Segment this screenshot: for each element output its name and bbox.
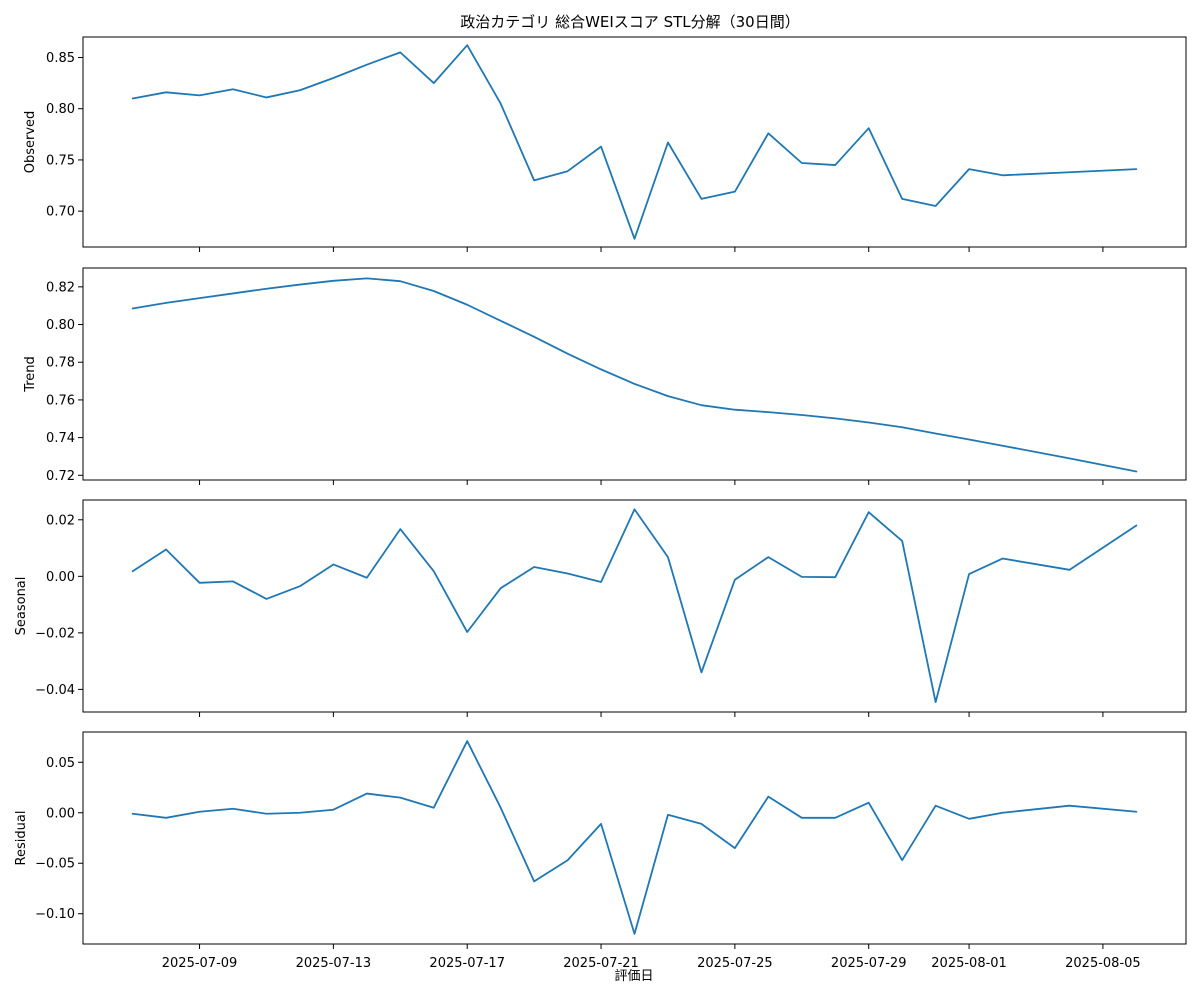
y-tick-label-observed: 0.85 — [46, 51, 75, 66]
panels: 0.70 0.75 0.80 0.85 Observed 0.72 0.74 0.76 0.78… — [14, 36, 1187, 971]
x-tick-label: 2025-07-13 — [296, 956, 372, 971]
y-tick-label-trend: 0.72 — [46, 469, 75, 484]
y-tick-label-seasonal: 0.02 — [46, 513, 75, 528]
y-tick-label-seasonal: −0.04 — [35, 683, 75, 698]
y-axis-label-residual: Residual — [14, 811, 29, 866]
series-line-residual — [131, 740, 1138, 935]
y-tick-label-trend: 0.80 — [46, 318, 75, 333]
panel-trend: 0.72 0.74 0.76 0.78 0.80 0.82 Trend — [23, 267, 1187, 485]
panel-frame-residual — [82, 731, 1187, 945]
series-line-seasonal — [131, 508, 1138, 704]
series-line-trend — [131, 277, 1138, 473]
x-tick-label: 2025-07-21 — [563, 956, 639, 971]
y-tick-label-residual: −0.10 — [35, 907, 75, 922]
y-axis-label-trend: Trend — [23, 356, 38, 393]
x-tick-label: 2025-07-09 — [162, 956, 238, 971]
y-tick-label-trend: 0.82 — [46, 280, 75, 295]
panel-seasonal: −0.04 −0.02 0.00 0.02 Seasonal — [14, 499, 1187, 717]
x-tick-label: 2025-07-25 — [697, 956, 773, 971]
panel-frame-observed — [82, 36, 1187, 248]
y-tick-label-trend: 0.76 — [46, 393, 75, 408]
x-tick-label: 2025-08-05 — [1065, 956, 1141, 971]
y-tick-label-residual: −0.05 — [35, 857, 75, 872]
y-tick-label-trend: 0.74 — [46, 431, 75, 446]
y-tick-label-observed: 0.75 — [46, 153, 75, 168]
y-tick-label-trend: 0.78 — [46, 356, 75, 371]
y-tick-label-seasonal: −0.02 — [35, 626, 75, 641]
panel-observed: 0.70 0.75 0.80 0.85 Observed — [23, 36, 1187, 252]
panel-frame-seasonal — [82, 499, 1187, 713]
x-tick-label: 2025-07-29 — [831, 956, 907, 971]
x-tick-label: 2025-08-01 — [931, 956, 1007, 971]
y-tick-label-observed: 0.70 — [46, 205, 75, 220]
series-line-observed — [131, 44, 1138, 240]
y-axis-label-seasonal: Seasonal — [14, 577, 29, 636]
panel-residual: −0.10 −0.05 0.00 0.05 Residual 2025-07-09 2025… — [14, 731, 1187, 971]
panel-frame-trend — [82, 267, 1187, 481]
y-tick-label-seasonal: 0.00 — [46, 570, 75, 585]
y-tick-label-residual: 0.00 — [46, 806, 75, 821]
y-tick-label-residual: 0.05 — [46, 756, 75, 771]
x-tick-label: 2025-07-17 — [429, 956, 505, 971]
y-tick-label-observed: 0.80 — [46, 102, 75, 117]
y-axis-label-observed: Observed — [23, 111, 38, 174]
x-axis-label: 評価日 — [614, 969, 653, 984]
chart-title: 政治カテゴリ 総合WEIスコア STL分解（30日間） — [460, 13, 799, 31]
